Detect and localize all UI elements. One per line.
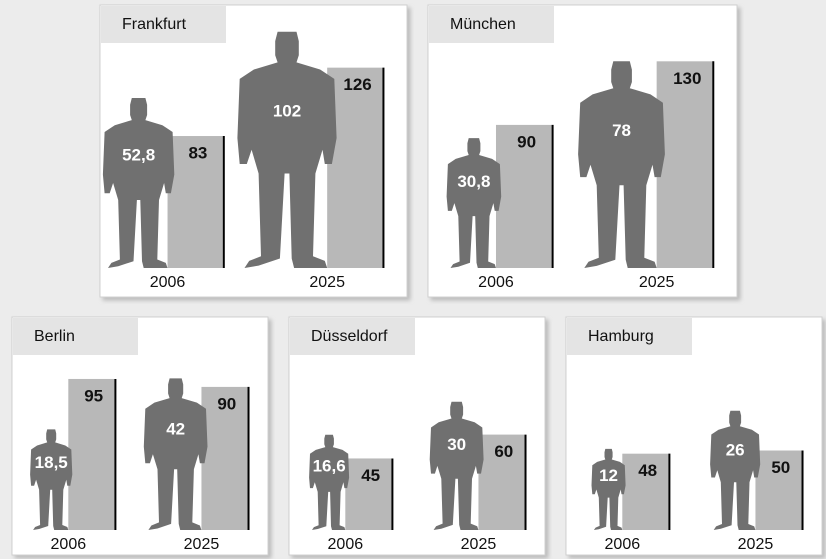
person-value-label: 102 (273, 102, 301, 121)
panel-title: Frankfurt (122, 16, 187, 33)
bar-value-label: 90 (217, 394, 236, 413)
year-label: 2025 (184, 536, 220, 553)
bar-value-label: 126 (343, 75, 371, 94)
year-label: 2006 (478, 274, 514, 291)
person-value-label: 42 (166, 419, 185, 438)
bar-value-label: 48 (638, 461, 657, 480)
infographic: Frankfurt 83 52,8 2006 126 102 2025 München 90 30… (0, 0, 826, 559)
panel: München 90 30,8 2006 130 78 2025 (428, 5, 737, 297)
person-value-label: 78 (612, 121, 631, 140)
year-label: 2006 (605, 536, 641, 553)
year-label: 2006 (150, 274, 186, 291)
person-value-label: 12 (599, 466, 618, 485)
bar-value-label: 130 (673, 69, 701, 88)
year-label: 2025 (738, 536, 774, 553)
year-label: 2025 (309, 274, 345, 291)
person-value-label: 16,6 (313, 457, 346, 476)
year-label: 2006 (51, 536, 87, 553)
year-label: 2006 (328, 536, 364, 553)
panel: Hamburg 48 12 2006 50 26 2025 (566, 317, 822, 555)
bar-value-label: 60 (494, 442, 513, 461)
bar (327, 68, 382, 268)
person-value-label: 30,8 (457, 172, 490, 191)
panel: Berlin 95 18,5 2006 90 42 2025 (12, 317, 268, 555)
panel: Düsseldorf 45 16,6 2006 60 30 2025 (289, 317, 545, 555)
bar (657, 61, 713, 268)
bar-value-label: 50 (771, 458, 790, 477)
title-tab (13, 318, 138, 355)
year-label: 2025 (461, 536, 497, 553)
person-value-label: 30 (447, 435, 466, 454)
person-value-label: 52,8 (122, 145, 155, 164)
year-label: 2025 (639, 274, 675, 291)
bar-value-label: 95 (84, 386, 103, 405)
page: Frankfurt 83 52,8 2006 126 102 2025 München 90 30… (0, 0, 826, 559)
panel-title: Düsseldorf (311, 328, 388, 345)
bar-value-label: 83 (188, 144, 207, 163)
panel: Frankfurt 83 52,8 2006 126 102 2025 (100, 5, 407, 297)
panel-title: Berlin (34, 328, 75, 345)
bar-value-label: 90 (517, 132, 536, 151)
person-value-label: 18,5 (35, 453, 68, 472)
panel-title: München (450, 16, 516, 33)
person-value-label: 26 (726, 441, 745, 460)
bar-value-label: 45 (361, 466, 380, 485)
panel-title: Hamburg (588, 328, 654, 345)
